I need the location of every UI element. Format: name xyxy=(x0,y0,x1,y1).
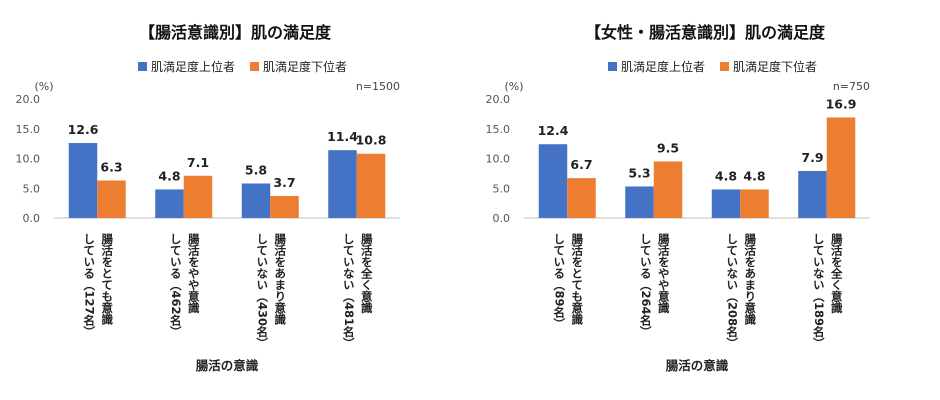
y-tick-label: 0.0 xyxy=(23,212,41,225)
sample-size-note: n=1500 xyxy=(356,80,400,93)
value-label: 6.3 xyxy=(100,160,122,175)
bar-upper-0 xyxy=(538,144,568,218)
bar-upper-3 xyxy=(328,150,357,218)
value-label: 3.7 xyxy=(273,175,295,190)
bar-upper-2 xyxy=(711,189,741,218)
value-label: 4.8 xyxy=(743,168,765,183)
y-tick-label: 15.0 xyxy=(16,123,41,136)
category-label: 腸活をやや意識 xyxy=(187,233,201,314)
y-tick-label: 5.0 xyxy=(23,182,41,195)
category-label: 腸活を全く意識 xyxy=(830,233,844,314)
category-label: 腸活をとても意識 xyxy=(100,233,114,326)
legend-swatch-1 xyxy=(720,62,729,71)
bar-upper-0 xyxy=(68,143,98,218)
category-label: している（89名） xyxy=(552,233,566,330)
chart-panel-all: 【腸活意識別】肌の満足度肌満足度上位者 肌満足度下位者 (%) n=1500 0.0 5.… xyxy=(16,23,400,373)
y-tick-label: 15.0 xyxy=(486,123,511,136)
bar-lower-1 xyxy=(653,161,683,218)
value-label: 5.8 xyxy=(245,162,267,177)
chart-panel-female: 【女性・腸活意識別】肌の満足度肌満足度上位者 肌満足度下位者 (%) n=750 0.0… xyxy=(470,0,940,400)
legend-swatch-0 xyxy=(608,62,617,71)
legend-label-0: 肌満足度上位者 xyxy=(151,59,235,74)
category-label: している（264名） xyxy=(639,233,653,338)
bar-lower-3 xyxy=(826,117,856,218)
bar-upper-3 xyxy=(798,170,827,218)
y-tick-label: 10.0 xyxy=(486,153,511,166)
y-tick-label: 10.0 xyxy=(16,153,41,166)
bar-lower-0 xyxy=(567,178,596,218)
value-label: 4.8 xyxy=(158,168,180,183)
chart-title: 【腸活意識別】肌の満足度 xyxy=(139,23,332,42)
category-label: 腸活を全く意識 xyxy=(360,233,374,314)
bar-lower-2 xyxy=(740,189,769,218)
x-axis-title: 腸活の意識 xyxy=(196,358,259,373)
y-tick-label: 0.0 xyxy=(493,212,511,225)
value-label: 7.1 xyxy=(187,155,209,170)
y-tick-label: 20.0 xyxy=(486,93,511,106)
value-label: 11.4 xyxy=(327,129,358,144)
category-label: 腸活をあまり意識 xyxy=(743,233,757,326)
bar-lower-0 xyxy=(97,180,126,218)
bar-upper-1 xyxy=(625,186,654,218)
bar-lower-3 xyxy=(356,153,386,218)
category-label: 腸活をとても意識 xyxy=(570,233,584,326)
legend-swatch-1 xyxy=(250,62,259,71)
value-label: 7.9 xyxy=(801,150,823,165)
bar-lower-2 xyxy=(270,195,299,218)
bar-lower-1 xyxy=(183,175,213,218)
bar-upper-1 xyxy=(155,189,184,218)
value-label: 16.9 xyxy=(826,96,857,111)
category-label: していない（189名） xyxy=(812,233,826,349)
value-label: 10.8 xyxy=(356,133,387,148)
category-label: していない（430名） xyxy=(255,233,269,349)
category-label: していない（208名） xyxy=(725,233,739,349)
value-label: 9.5 xyxy=(657,140,679,155)
category-label: している（462名） xyxy=(169,233,183,338)
category-label: 腸活をやや意識 xyxy=(657,233,671,314)
value-label: 6.7 xyxy=(570,157,592,172)
x-axis-title: 腸活の意識 xyxy=(666,358,729,373)
chart-title: 【女性・腸活意識別】肌の満足度 xyxy=(585,23,826,42)
legend-label-0: 肌満足度上位者 xyxy=(621,59,705,74)
legend-label-1: 肌満足度下位者 xyxy=(263,59,347,74)
value-label: 4.8 xyxy=(715,168,737,183)
legend-swatch-0 xyxy=(138,62,147,71)
category-label: していない（481名） xyxy=(342,233,356,349)
value-label: 12.4 xyxy=(538,123,569,138)
y-unit-label: (%) xyxy=(504,80,523,93)
y-tick-label: 5.0 xyxy=(493,182,511,195)
y-unit-label: (%) xyxy=(34,80,53,93)
sample-size-note: n=750 xyxy=(833,80,870,93)
category-label: している（127名） xyxy=(82,233,96,338)
category-label: 腸活をあまり意識 xyxy=(273,233,287,326)
value-label: 5.3 xyxy=(628,165,650,180)
y-tick-label: 20.0 xyxy=(16,93,41,106)
value-label: 12.6 xyxy=(68,122,99,137)
bar-upper-2 xyxy=(241,183,271,218)
legend-label-1: 肌満足度下位者 xyxy=(733,59,817,74)
